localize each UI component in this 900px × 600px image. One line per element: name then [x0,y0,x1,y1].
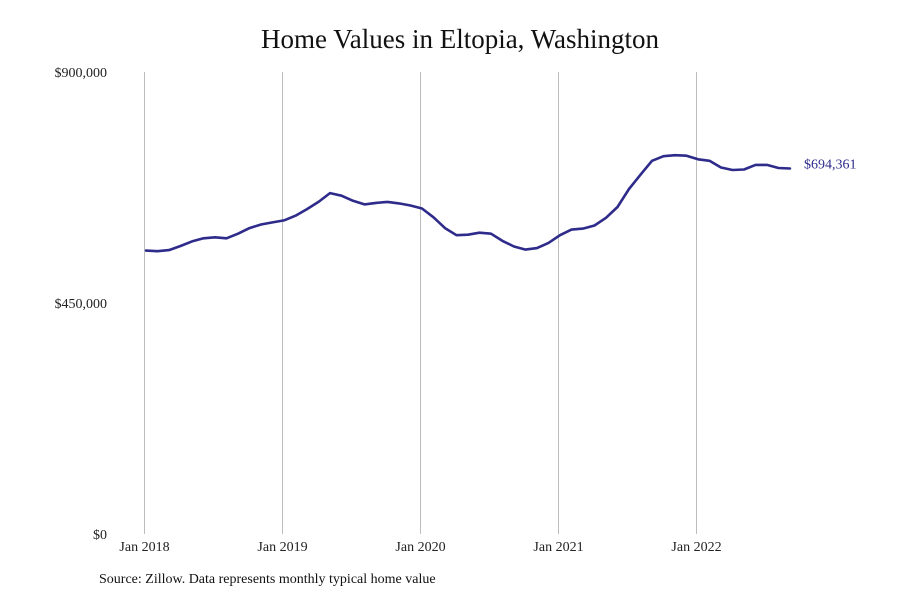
data-point [283,219,286,222]
data-point [766,164,769,167]
x-tick-label: Jan 2020 [395,540,445,555]
data-point [743,168,746,171]
x-tick-label: Jan 2022 [671,540,721,555]
data-point [639,173,642,176]
data-point [329,192,332,195]
data-point [720,166,723,169]
data-point [513,245,516,248]
data-point [570,228,573,231]
data-point [271,221,274,224]
data-point [559,234,562,237]
data-point [225,237,228,240]
data-point [662,155,665,158]
data-point [536,247,539,250]
data-point [421,207,424,210]
data-point [214,236,217,239]
data-point [294,214,297,217]
x-tick-label: Jan 2021 [533,540,583,555]
x-tick-label: Jan 2018 [119,540,169,555]
source-note: Source: Zillow. Data represents monthly … [99,572,436,587]
data-point [375,202,378,205]
data-point [628,188,631,191]
data-point [444,227,447,230]
data-point [145,249,148,252]
data-point [651,160,654,163]
data-point [524,248,527,251]
data-point [467,233,470,236]
data-point [156,250,159,253]
data-point [306,208,309,211]
data-point [754,164,757,167]
data-point [432,216,435,219]
data-point [168,249,171,252]
data-point [179,245,182,248]
chart-title: Home Values in Eltopia, Washington [260,24,660,54]
series-line [144,153,792,253]
data-point [237,232,240,235]
data-point [363,203,366,206]
end-value-label: $694,361 [804,158,857,173]
data-point [409,204,412,207]
data-point [317,201,320,204]
y-tick-label: $0 [93,528,107,543]
data-point [202,237,205,240]
data-point [777,167,780,170]
y-axis-tick-labels: $0 $450,000 $900,000 [55,66,108,543]
data-point [501,240,504,243]
data-point [708,160,711,163]
data-point [191,240,194,243]
data-point [478,231,481,234]
x-tick-label: Jan 2019 [257,540,307,555]
data-point [605,217,608,220]
data-point [582,227,585,230]
data-point [398,202,401,205]
data-point [789,167,792,170]
data-point [490,232,493,235]
x-axis-tick-labels: Jan 2018 Jan 2019 Jan 2020 Jan 2021 Jan 2022 [119,540,721,555]
data-point [674,154,677,157]
y-tick-label: $450,000 [55,297,108,312]
series-layer: $694,361 [144,153,857,253]
data-point [547,242,550,245]
data-point [340,194,343,197]
data-point [352,200,355,203]
data-point [248,227,251,230]
data-point [731,169,734,172]
data-point [260,223,263,226]
data-point [386,201,389,204]
data-point [455,234,458,237]
data-point [697,158,700,161]
data-point [593,224,596,227]
vertical-gridlines [144,72,697,534]
y-tick-label: $900,000 [55,66,108,81]
data-point [685,154,688,157]
data-point [616,206,619,209]
